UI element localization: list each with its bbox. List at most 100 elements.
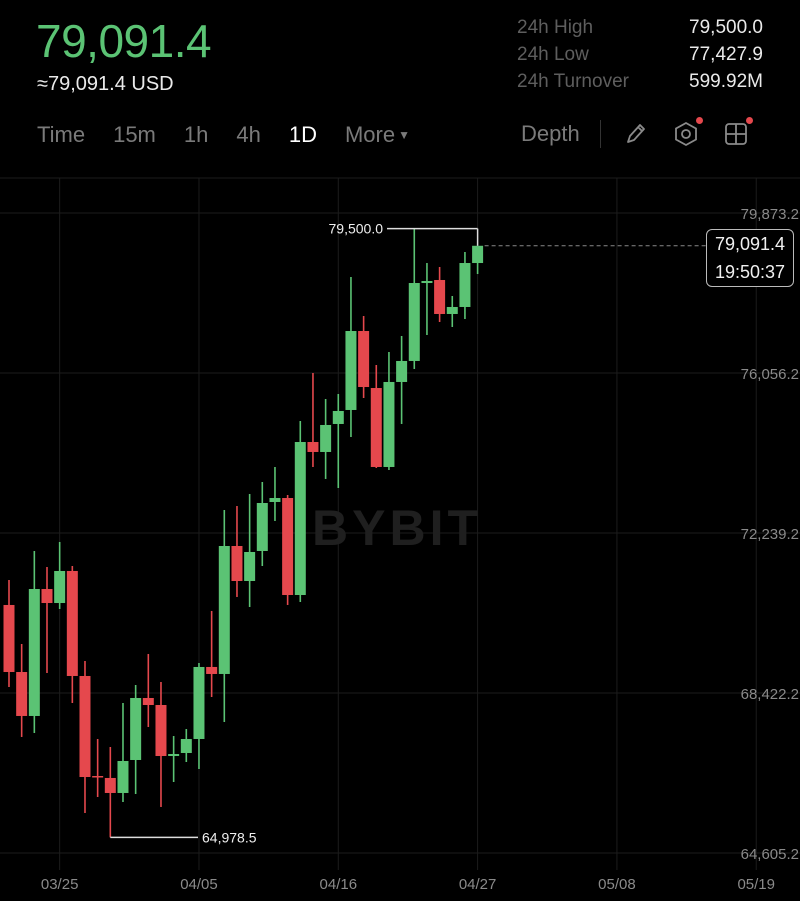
candle (256, 481, 268, 566)
candle (206, 610, 218, 697)
candle-body (256, 502, 268, 551)
24h-stats: 24h High 79,500.0 24h Low 77,427.9 24h Tur… (517, 16, 763, 97)
candle-countdown: 19:50:37 (714, 262, 786, 282)
candle (396, 335, 408, 424)
candle (332, 394, 344, 488)
high-marker-label: 79,500.0 (329, 221, 384, 237)
candle-body (180, 738, 192, 753)
candle-body (396, 360, 408, 382)
candle-body (168, 753, 180, 757)
stat-label: 24h Turnover (517, 71, 629, 92)
candle (218, 509, 230, 722)
x-tick-label: 04/27 (459, 876, 497, 893)
notification-dot (745, 117, 753, 124)
candle (142, 653, 154, 728)
candle (28, 550, 40, 733)
more-label: More (344, 122, 396, 147)
candle-body (269, 498, 281, 502)
candle-body (231, 546, 243, 582)
candle-body (320, 424, 332, 452)
grid (0, 177, 800, 870)
candle (3, 579, 15, 688)
candle (180, 729, 192, 763)
tab-1h[interactable]: 1h (183, 122, 209, 147)
candle-body (142, 697, 154, 705)
y-tick-label: 76,056.2 (741, 366, 799, 383)
candle (117, 702, 129, 802)
candle-body (408, 283, 420, 361)
current-price-label: 79,091.4 (714, 234, 786, 254)
candle-body (41, 589, 53, 604)
candle (320, 398, 332, 479)
candle (130, 685, 142, 794)
candle-body (370, 388, 382, 467)
stat-24h-turnover: 24h Turnover 599.92M (517, 70, 763, 97)
current-price-box: 79,091.4 19:50:37 (706, 229, 794, 287)
candle (16, 644, 28, 737)
candle (269, 466, 281, 521)
depth-tab[interactable]: Depth (521, 121, 580, 146)
tab-4h[interactable]: 4h (236, 122, 261, 147)
candle (193, 662, 205, 770)
stat-label: 24h Low (517, 44, 589, 65)
x-tick-label: 05/08 (598, 876, 636, 893)
stat-value: 79,500.0 (689, 17, 763, 38)
candle (294, 421, 306, 603)
candle-body (79, 675, 91, 778)
candle-body (307, 442, 319, 452)
low-marker-label: 64,978.5 (202, 829, 257, 845)
candle (459, 251, 471, 320)
candle (472, 245, 484, 274)
candle (421, 263, 433, 335)
hexagon-settings-icon[interactable] (673, 117, 703, 147)
grid-layout-icon[interactable] (723, 117, 753, 147)
candle-body (28, 589, 40, 716)
candle (282, 494, 294, 605)
interval-tabs: Time 15m 1h 4h 1D More ▼ (37, 122, 438, 148)
last-price: 79,091.4 (36, 15, 212, 67)
candle (79, 660, 91, 813)
y-tick-label: 72,239.2 (741, 526, 799, 543)
stat-label: 24h High (517, 17, 594, 38)
candle-body (434, 279, 446, 314)
candle-body (446, 306, 458, 314)
candle-body (345, 331, 357, 410)
x-tick-label: 03/25 (41, 876, 79, 893)
candle (408, 228, 420, 369)
pencil-icon[interactable] (623, 121, 649, 147)
candle-body (358, 331, 370, 388)
candle (92, 738, 104, 798)
stat-value: 77,427.9 (689, 44, 763, 65)
candle-body (383, 381, 395, 467)
candle (155, 681, 167, 807)
candle-body (193, 666, 205, 739)
bybit-watermark: BYBIT (312, 500, 482, 556)
caret-down-icon: ▼ (398, 128, 410, 142)
candle (345, 277, 357, 438)
tab-1d[interactable]: 1D (288, 122, 317, 147)
tab-time[interactable]: Time (37, 122, 86, 147)
candle-body (459, 263, 471, 307)
candle-body (218, 546, 230, 674)
candle-body (104, 777, 116, 793)
candle (358, 316, 370, 398)
candle (307, 373, 319, 467)
divider (599, 120, 601, 148)
candle-body (54, 570, 66, 604)
tab-15m[interactable]: 15m (113, 122, 156, 147)
candle-body (92, 776, 104, 778)
candle (434, 266, 446, 322)
tab-more[interactable]: More ▼ (345, 122, 410, 148)
candle (370, 365, 382, 468)
y-tick-label: 64,605.2 (741, 846, 799, 863)
candle-body (421, 280, 433, 284)
candle-body (117, 760, 129, 793)
candles (3, 228, 484, 838)
candle-body (282, 498, 294, 596)
candle-body (155, 704, 167, 757)
candle-body (3, 604, 15, 673)
stat-24h-high: 24h High 79,500.0 (517, 16, 763, 43)
candle-body (130, 697, 142, 760)
chart-tools: Depth (521, 117, 773, 148)
